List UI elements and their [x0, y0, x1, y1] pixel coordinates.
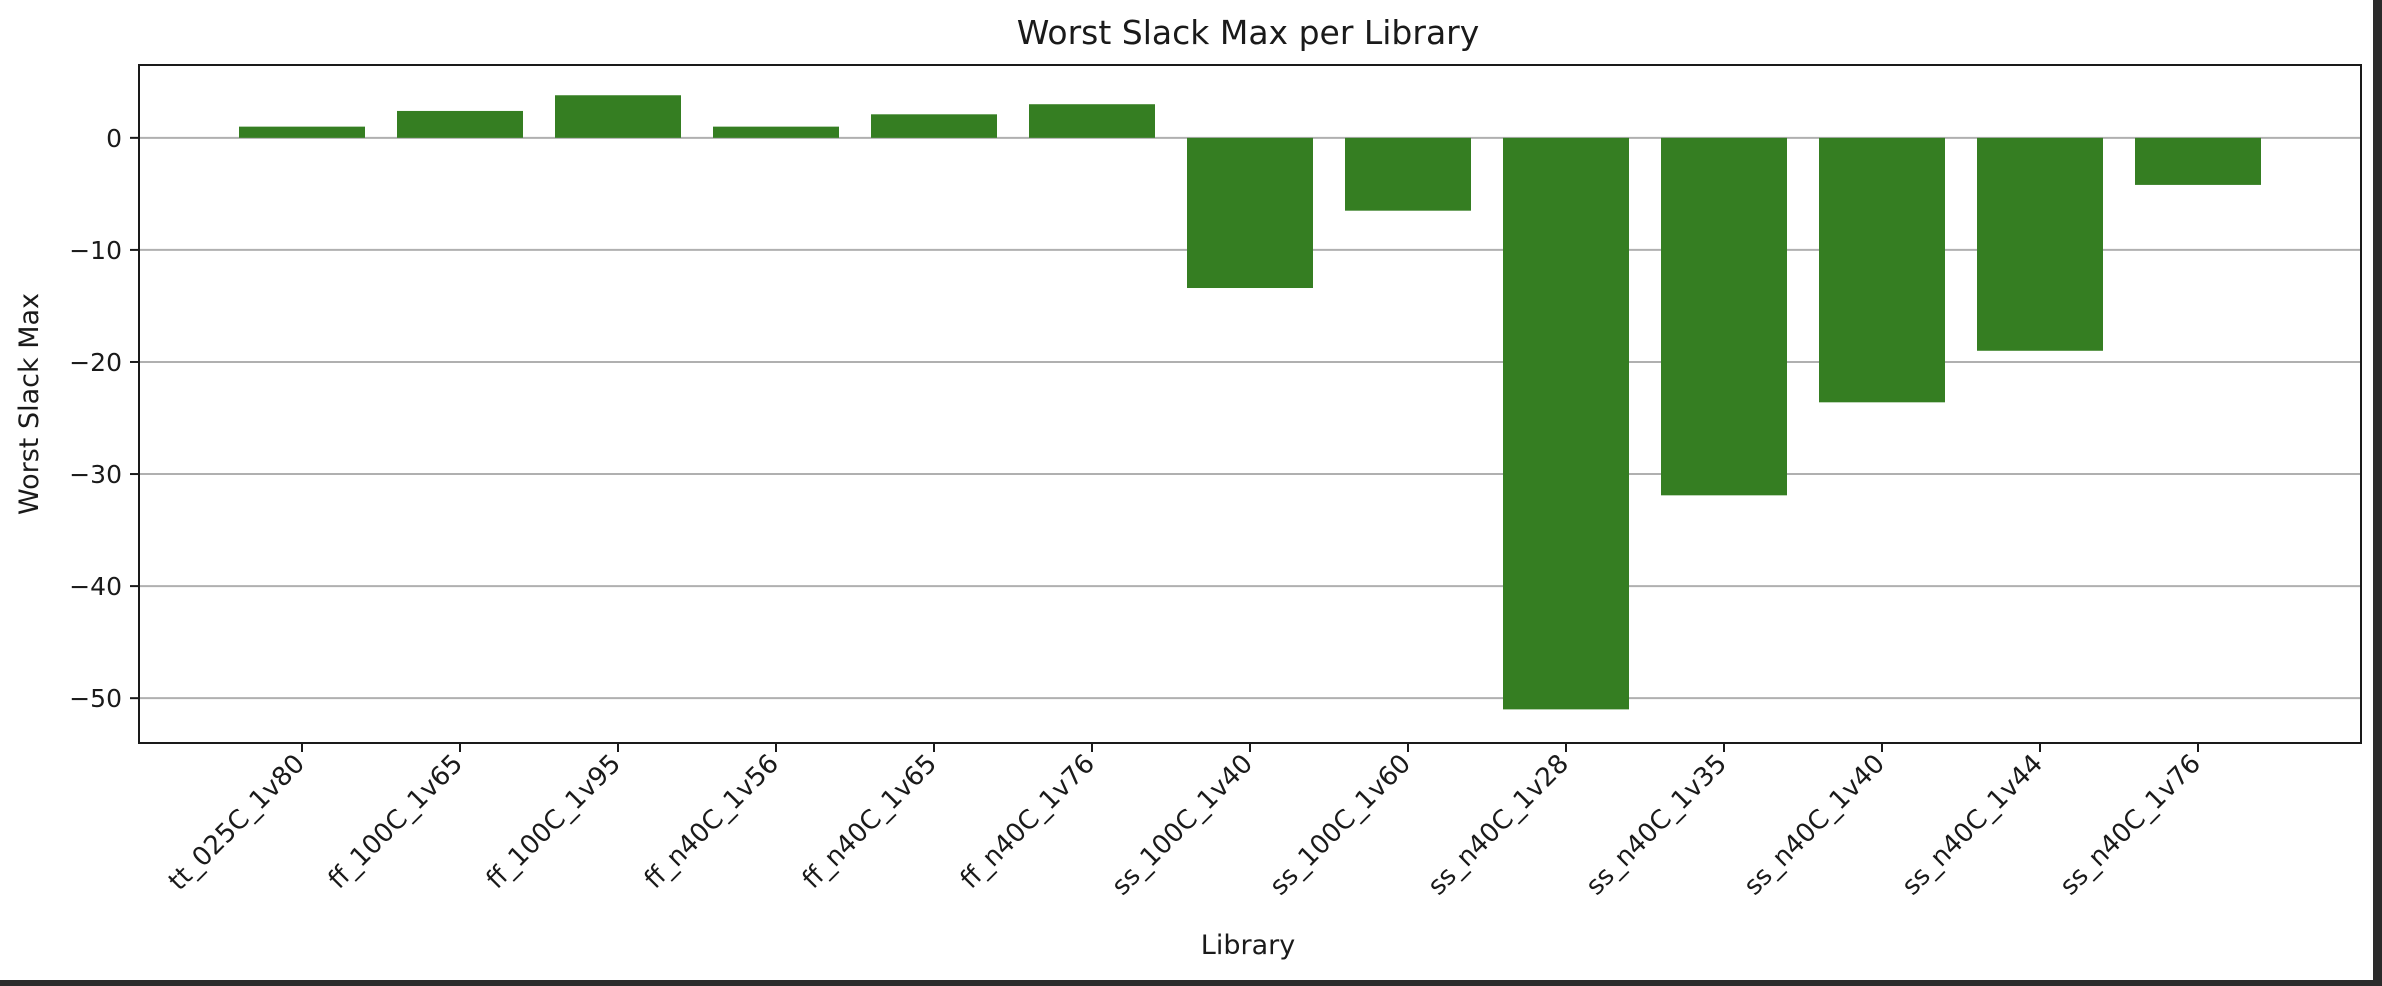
chart-title: Worst Slack Max per Library	[1017, 13, 1480, 52]
x-tick-label: ff_n40C_1v76	[955, 749, 1101, 895]
y-tick-label: −10	[69, 236, 122, 265]
bar	[713, 126, 839, 138]
x-tick-label: ss_n40C_1v35	[1580, 749, 1733, 902]
x-tick-label: ss_n40C_1v76	[2054, 749, 2207, 902]
x-tick-label: ss_n40C_1v28	[1422, 749, 1575, 902]
x-tick-label: ff_n40C_1v56	[639, 749, 785, 895]
bar	[239, 126, 365, 138]
y-axis-label: Worst Slack Max	[14, 293, 45, 515]
x-tick-label: ff_100C_1v95	[481, 749, 627, 895]
y-tick-label: −50	[69, 684, 122, 713]
y-tick-label: 0	[106, 124, 122, 153]
bar	[871, 114, 997, 138]
x-ticks: tt_025C_1v80 ff_100C_1v65 ff_100C_1v95 ff_n…	[163, 743, 2207, 901]
x-axis-label: Library	[1201, 930, 1295, 961]
y-tick-label: −30	[69, 460, 122, 489]
bar	[1977, 137, 2103, 351]
bar	[555, 95, 681, 138]
y-tick-label: −40	[69, 572, 122, 601]
y-ticks: 0 −10 −20 −30 −40 −50	[69, 124, 139, 713]
x-tick-label: ss_n40C_1v40	[1738, 749, 1891, 902]
x-tick-label: ss_100C_1v40	[1106, 749, 1259, 902]
bar	[2135, 137, 2261, 185]
bar	[1187, 137, 1313, 289]
bar	[1661, 137, 1787, 496]
x-tick-label: ss_n40C_1v44	[1896, 749, 2049, 902]
bar	[1819, 137, 1945, 403]
frame-border-right	[2373, 0, 2382, 986]
bar	[397, 110, 523, 138]
bar	[1345, 137, 1471, 211]
bar	[1029, 104, 1155, 138]
x-tick-label: ff_n40C_1v65	[797, 749, 943, 895]
x-tick-label: tt_025C_1v80	[163, 749, 311, 897]
x-tick-label: ss_100C_1v60	[1264, 749, 1417, 902]
bars	[239, 95, 2261, 710]
bar	[1503, 137, 1629, 710]
frame-border-bottom	[0, 980, 2382, 986]
x-tick-label: ff_100C_1v65	[323, 749, 469, 895]
y-tick-label: −20	[69, 348, 122, 377]
